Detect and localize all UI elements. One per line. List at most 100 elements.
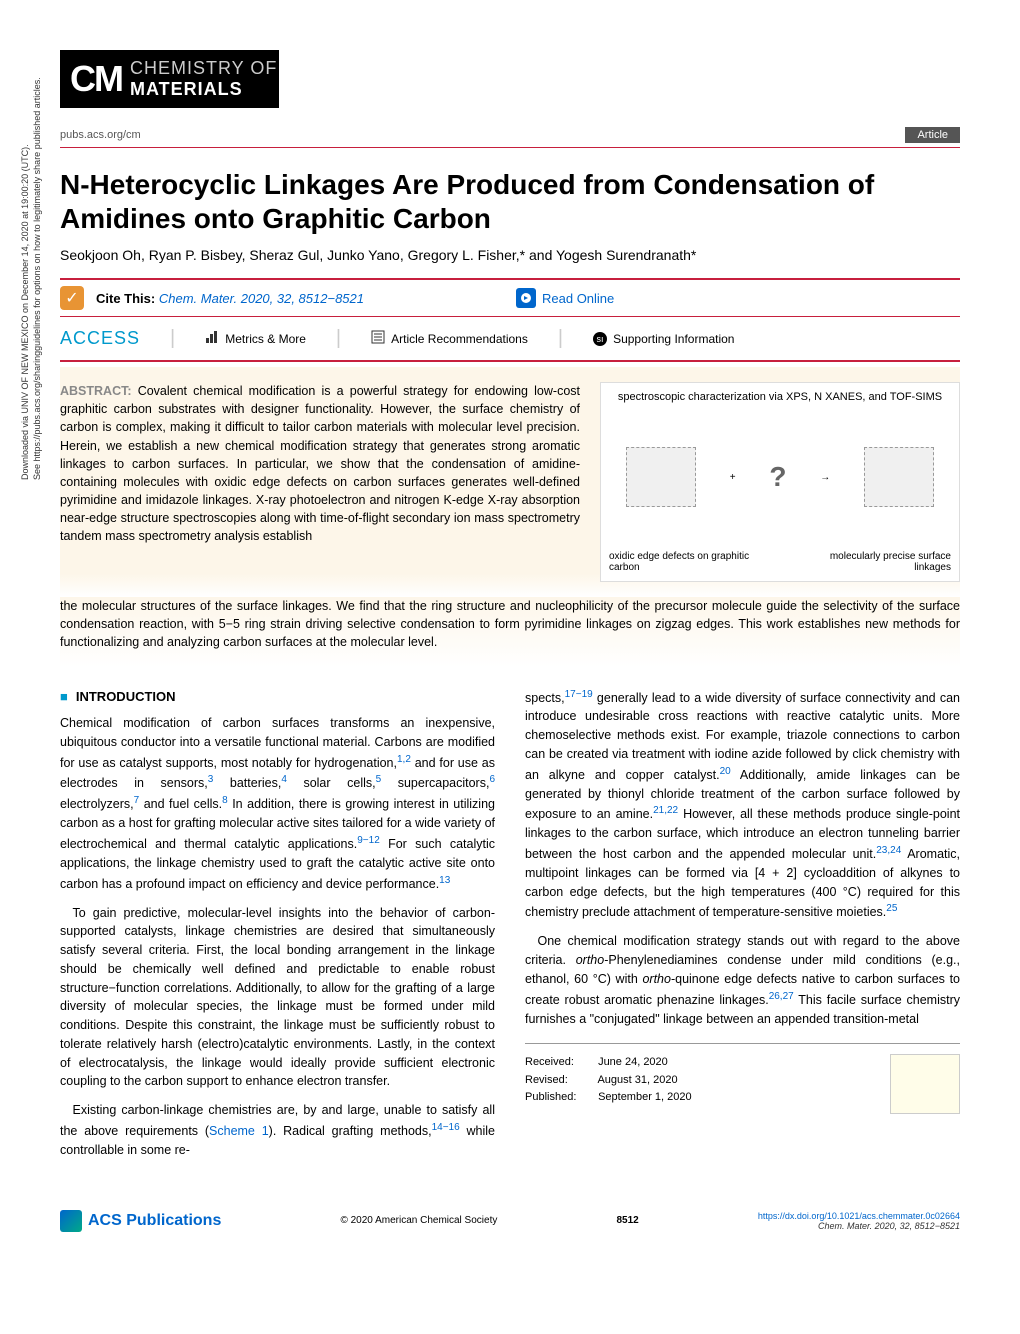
intro-p2: To gain predictive, molecular-level insi… — [60, 904, 495, 1092]
revised-label: Revised: — [525, 1072, 595, 1090]
body-columns: INTRODUCTION Chemical modification of ca… — [60, 687, 960, 1170]
ref-link[interactable]: 25 — [886, 903, 897, 914]
journal-logo-area: CM CHEMISTRY OF MATERIALS — [60, 50, 960, 108]
publisher-logo[interactable]: ACS Publications — [60, 1210, 221, 1232]
citation-row: ✓ Cite This: Chem. Mater. 2020, 32, 8512… — [60, 278, 960, 317]
toc-right-label: molecularly precise surface linkages — [797, 551, 951, 573]
tools-row: ACCESS | Metrics & More | Article Recomm… — [60, 317, 960, 362]
page-footer: ACS Publications © 2020 American Chemica… — [60, 1200, 960, 1232]
text: batteries, — [213, 777, 281, 791]
text: spects, — [525, 691, 565, 705]
metrics-label: Metrics & More — [225, 332, 306, 346]
divider: | — [336, 327, 341, 350]
article-title: N-Heterocyclic Linkages Are Produced fro… — [60, 168, 960, 235]
header-bar: pubs.acs.org/cm Article — [60, 123, 960, 148]
text: and fuel cells. — [139, 798, 222, 812]
author-list: Seokjoon Oh, Ryan P. Bisbey, Sheraz Gul,… — [60, 247, 960, 263]
article-type-badge: Article — [905, 127, 960, 143]
acs-logo-icon — [60, 1210, 82, 1232]
right-column: spects,17−19 generally lead to a wide di… — [525, 687, 960, 1170]
dates-list: Received: June 24, 2020 Revised: August … — [525, 1054, 692, 1114]
issue-thumbnail[interactable] — [890, 1054, 960, 1114]
access-button[interactable]: ACCESS — [60, 328, 140, 349]
citation-link[interactable]: Chem. Mater. 2020, 32, 8512−8521 — [159, 291, 364, 306]
doi-link[interactable]: https://dx.doi.org/10.1021/acs.chemmater… — [758, 1211, 960, 1221]
ref-link[interactable]: 13 — [439, 875, 450, 886]
page-number: 8512 — [616, 1215, 638, 1226]
read-online-label: Read Online — [542, 291, 614, 306]
scheme-link[interactable]: Scheme 1 — [209, 1124, 269, 1138]
abstract-text: ABSTRACT: Covalent chemical modification… — [60, 382, 580, 582]
acs-publications-label: ACS Publications — [88, 1212, 221, 1230]
text: ). Radical grafting methods, — [269, 1124, 432, 1138]
ref-link[interactable]: 17−19 — [565, 689, 593, 700]
divider: | — [170, 327, 175, 350]
text: electrolyzers, — [60, 798, 134, 812]
intro-p3: Existing carbon-linkage chemistries are,… — [60, 1101, 495, 1159]
check-icon: ✓ — [60, 286, 84, 310]
ref-link[interactable]: 23,24 — [876, 845, 901, 856]
ref-link[interactable]: 14−16 — [432, 1122, 460, 1133]
supporting-info-button[interactable]: sı Supporting Information — [593, 332, 734, 346]
ref-link[interactable]: 6 — [489, 774, 495, 785]
read-online-icon — [516, 288, 536, 308]
sharing-guidelines: See https://pubs.acs.org/sharingguidelin… — [32, 80, 42, 480]
ref-link[interactable]: 9−12 — [357, 835, 380, 846]
toc-structure-right — [864, 447, 934, 507]
col2-p2: One chemical modification strategy stand… — [525, 932, 960, 1028]
metrics-icon — [205, 330, 219, 347]
arrow-icon: → — [820, 472, 830, 483]
recommendations-label: Article Recommendations — [391, 332, 528, 346]
abstract-body: Covalent chemical modification is a powe… — [60, 384, 580, 543]
text: ortho — [642, 972, 671, 986]
footer-citation: Chem. Mater. 2020, 32, 8512−8521 — [758, 1221, 960, 1231]
plus-icon: + — [730, 472, 736, 483]
publication-dates: Received: June 24, 2020 Revised: August … — [525, 1043, 960, 1114]
received-date: June 24, 2020 — [598, 1056, 668, 1068]
toc-structure-left — [626, 447, 696, 507]
si-icon: sı — [593, 332, 607, 346]
logo-text-top: CHEMISTRY OF — [130, 58, 277, 79]
recommendations-icon — [371, 330, 385, 347]
ref-link[interactable]: 20 — [720, 766, 731, 777]
text: solar cells, — [287, 777, 376, 791]
published-label: Published: — [525, 1089, 595, 1107]
ref-link[interactable]: 1,2 — [397, 754, 411, 765]
toc-graphic: spectroscopic characterization via XPS, … — [600, 382, 960, 582]
revised-date: August 31, 2020 — [597, 1074, 677, 1086]
read-online-link[interactable]: Read Online — [516, 288, 614, 308]
toc-left-label: oxidic edge defects on graphitic carbon — [609, 551, 763, 573]
toc-caption: spectroscopic characterization via XPS, … — [618, 391, 942, 403]
ref-link[interactable]: 21,22 — [653, 805, 678, 816]
journal-logo: CM CHEMISTRY OF MATERIALS — [60, 50, 279, 108]
download-attribution: Downloaded via UNIV OF NEW MEXICO on Dec… — [20, 80, 30, 480]
metrics-button[interactable]: Metrics & More — [205, 330, 306, 347]
recommendations-button[interactable]: Article Recommendations — [371, 330, 528, 347]
pubs-url[interactable]: pubs.acs.org/cm — [60, 129, 141, 141]
cite-label: Cite This: — [96, 291, 155, 306]
ref-link[interactable]: 26,27 — [769, 991, 794, 1002]
text: ortho — [576, 953, 605, 967]
intro-heading: INTRODUCTION — [60, 687, 495, 707]
doi-block: https://dx.doi.org/10.1021/acs.chemmater… — [758, 1211, 960, 1231]
citation-text: Cite This: Chem. Mater. 2020, 32, 8512−8… — [96, 291, 364, 306]
article-page: CM CHEMISTRY OF MATERIALS pubs.acs.org/c… — [0, 0, 1020, 1262]
col2-p1: spects,17−19 generally lead to a wide di… — [525, 687, 960, 923]
toc-question: ? — [769, 461, 786, 493]
copyright-text: © 2020 American Chemical Society — [340, 1215, 497, 1226]
logo-mark: CM — [70, 58, 122, 100]
left-column: INTRODUCTION Chemical modification of ca… — [60, 687, 495, 1170]
intro-p1: Chemical modification of carbon surfaces… — [60, 714, 495, 894]
abstract-continuation: the molecular structures of the surface … — [60, 597, 960, 666]
text: supercapacitors, — [381, 777, 489, 791]
logo-text-bottom: MATERIALS — [130, 79, 277, 100]
toc-diagram: + ? → — [609, 403, 951, 551]
published-date: September 1, 2020 — [598, 1091, 692, 1103]
abstract-section: ABSTRACT: Covalent chemical modification… — [60, 367, 960, 597]
toc-labels: oxidic edge defects on graphitic carbon … — [609, 551, 951, 573]
authors-text: Seokjoon Oh, Ryan P. Bisbey, Sheraz Gul,… — [60, 247, 696, 263]
received-label: Received: — [525, 1054, 595, 1072]
supporting-label: Supporting Information — [613, 332, 734, 346]
divider: | — [558, 327, 563, 350]
abstract-label: ABSTRACT: — [60, 384, 132, 398]
